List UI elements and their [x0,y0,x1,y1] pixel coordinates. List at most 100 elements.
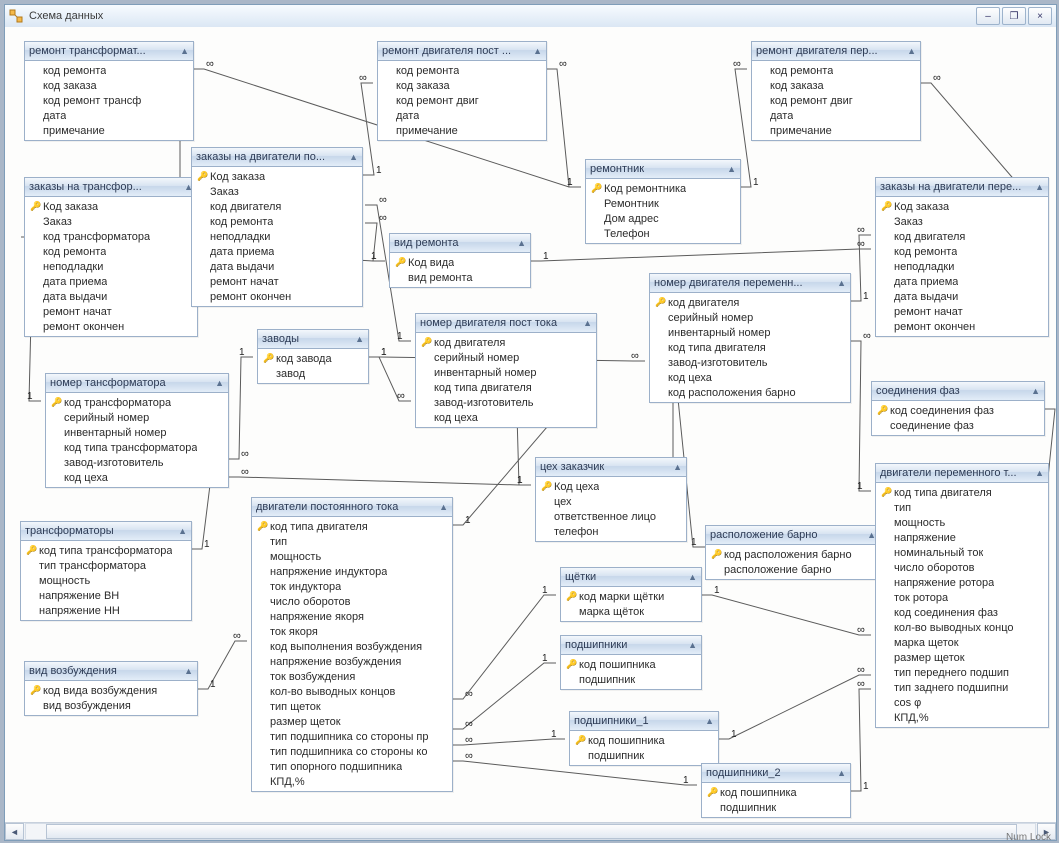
table-header[interactable]: щётки▲ [561,568,701,587]
field-row[interactable]: тип переднего подшип [876,665,1048,680]
field-row[interactable]: код ремонта [25,244,197,259]
maximize-button[interactable]: ❐ [1002,7,1026,25]
field-row[interactable]: ток ротора [876,590,1048,605]
field-row[interactable]: 🔑код марки щётки [561,589,701,604]
field-row[interactable]: дата приема [876,274,1048,289]
field-row[interactable]: тип подшипника со стороны пр [252,729,452,744]
titlebar[interactable]: Схема данных – ❐ × [5,5,1056,28]
close-button[interactable]: × [1028,7,1052,25]
field-row[interactable]: тип подшипника со стороны ко [252,744,452,759]
field-row[interactable]: 🔑Код ремонтника [586,181,740,196]
field-row[interactable]: напряжение индуктора [252,564,452,579]
table-t_transformers[interactable]: трансформаторы▲🔑код типа трансформаторат… [20,521,192,621]
field-row[interactable]: завод-изготовитель [46,455,228,470]
field-row[interactable]: 🔑код завода [258,351,368,366]
table-header[interactable]: ремонтник▲ [586,160,740,179]
table-header[interactable]: расположение барно▲ [706,526,880,545]
field-row[interactable]: КПД,% [252,774,452,789]
field-row[interactable]: серийный номер [416,350,596,365]
minimize-button[interactable]: – [976,7,1000,25]
field-row[interactable]: 🔑код пошипника [570,733,718,748]
field-row[interactable]: 🔑Код заказа [192,169,362,184]
field-row[interactable]: завод-изготовитель [416,395,596,410]
field-row[interactable]: соединение фаз [872,418,1044,433]
table-header[interactable]: номер двигателя переменн...▲ [650,274,850,293]
table-t_vid_vozb[interactable]: вид возбуждения▲🔑код вида возбуждениявид… [24,661,198,716]
field-row[interactable]: напряжение ВН [21,588,191,603]
field-row[interactable]: 🔑код типа трансформатора [21,543,191,558]
field-row[interactable]: серийный номер [46,410,228,425]
field-row[interactable]: инвентарный номер [46,425,228,440]
field-row[interactable]: ремонт начат [876,304,1048,319]
table-t_zak_dvig_per[interactable]: заказы на двигатели пере...▲🔑Код заказаЗ… [875,177,1049,337]
field-row[interactable]: тип щеток [252,699,452,714]
field-row[interactable]: код ремонт двиг [752,93,920,108]
field-row[interactable]: цех [536,494,686,509]
table-t_vid_rem[interactable]: вид ремонта▲🔑Код видавид ремонта [389,233,531,288]
field-row[interactable]: 🔑код соединения фаз [872,403,1044,418]
table-header[interactable]: подшипники_2▲ [702,764,850,783]
field-row[interactable]: напряжение [876,530,1048,545]
field-row[interactable]: ток возбуждения [252,669,452,684]
table-t_schetki[interactable]: щётки▲ 🔑код марки щёткимарка щёток [560,567,702,622]
field-row[interactable]: инвентарный номер [650,325,850,340]
field-row[interactable]: код цеха [650,370,850,385]
table-header[interactable]: соединения фаз▲ [872,382,1044,401]
field-row[interactable]: тип опорного подшипника [252,759,452,774]
field-row[interactable]: код заказа [25,78,193,93]
field-row[interactable]: Заказ [25,214,197,229]
field-row[interactable]: завод [258,366,368,381]
table-header[interactable]: цех заказчик▲ [536,458,686,477]
field-row[interactable]: код ремонта [876,244,1048,259]
table-t_zak_dvig_po[interactable]: заказы на двигатели по...▲🔑Код заказаЗак… [191,147,363,307]
table-t_remontnik[interactable]: ремонтник▲🔑Код ремонтникаРемонтникДом ад… [585,159,741,244]
table-t_zak_trans[interactable]: заказы на трансфор...▲🔑Код заказаЗаказко… [24,177,198,337]
field-row[interactable]: 🔑код пошипника [702,785,850,800]
field-row[interactable]: подшипник [570,748,718,763]
field-row[interactable]: вид ремонта [390,270,530,285]
field-row[interactable]: неподладки [192,229,362,244]
field-row[interactable]: подшипник [702,800,850,815]
field-row[interactable]: код трансформатора [25,229,197,244]
field-row[interactable]: неподладки [876,259,1048,274]
table-t_podsh1[interactable]: подшипники_1▲ 🔑код пошипникаподшипник [569,711,719,766]
field-row[interactable]: примечание [378,123,546,138]
table-header[interactable]: подшипники_1▲ [570,712,718,731]
table-header[interactable]: номер двигателя пост тока▲ [416,314,596,333]
table-t_rem_trans[interactable]: ремонт трансформат...▲ код ремонтакод зак… [24,41,194,141]
horizontal-scrollbar[interactable]: ◄ ► [5,822,1056,840]
field-row[interactable]: 🔑Код заказа [876,199,1048,214]
field-row[interactable]: вид возбуждения [25,698,197,713]
table-header[interactable]: заказы на двигатели по...▲ [192,148,362,167]
table-t_zavody[interactable]: заводы▲🔑код заводазавод [257,329,369,384]
table-t_num_dvig_per[interactable]: номер двигателя переменн...▲🔑код двигате… [649,273,851,403]
field-row[interactable]: подшипник [561,672,701,687]
field-row[interactable]: ремонт окончен [876,319,1048,334]
field-row[interactable]: код ремонта [25,63,193,78]
field-row[interactable]: ответственное лицо [536,509,686,524]
field-row[interactable]: 🔑код пошипника [561,657,701,672]
table-header[interactable]: номер тансформатора▲ [46,374,228,393]
table-header[interactable]: двигатели переменного т...▲ [876,464,1048,483]
table-header[interactable]: заказы на трансфор...▲ [25,178,197,197]
field-row[interactable]: мощность [876,515,1048,530]
field-row[interactable]: расположение барно [706,562,880,577]
field-row[interactable]: размер щеток [252,714,452,729]
table-t_dvig_post[interactable]: двигатели постоянного тока▲🔑код типа дви… [251,497,453,792]
table-header[interactable]: ремонт трансформат...▲ [25,42,193,61]
field-row[interactable]: 🔑код типа двигателя [252,519,452,534]
table-t_num_trans[interactable]: номер тансформатора▲🔑код трансформаторас… [45,373,229,488]
table-header[interactable]: ремонт двигателя пер...▲ [752,42,920,61]
diagram-canvas[interactable]: 1∞1∞1∞1∞1∞1∞1∞1∞1∞1∞1∞1∞1∞1∞1∞1∞1∞1∞1∞1∞… [5,27,1056,822]
field-row[interactable]: мощность [21,573,191,588]
field-row[interactable]: номинальный ток [876,545,1048,560]
table-header[interactable]: ремонт двигателя пост ...▲ [378,42,546,61]
field-row[interactable]: примечание [25,123,193,138]
field-row[interactable]: мощность [252,549,452,564]
field-row[interactable]: телефон [536,524,686,539]
table-t_podsh2[interactable]: подшипники_2▲ 🔑код пошипникаподшипник [701,763,851,818]
field-row[interactable]: марка щёток [561,604,701,619]
scroll-track[interactable] [25,823,1036,840]
field-row[interactable]: напряжение возбуждения [252,654,452,669]
field-row[interactable]: cos φ [876,695,1048,710]
